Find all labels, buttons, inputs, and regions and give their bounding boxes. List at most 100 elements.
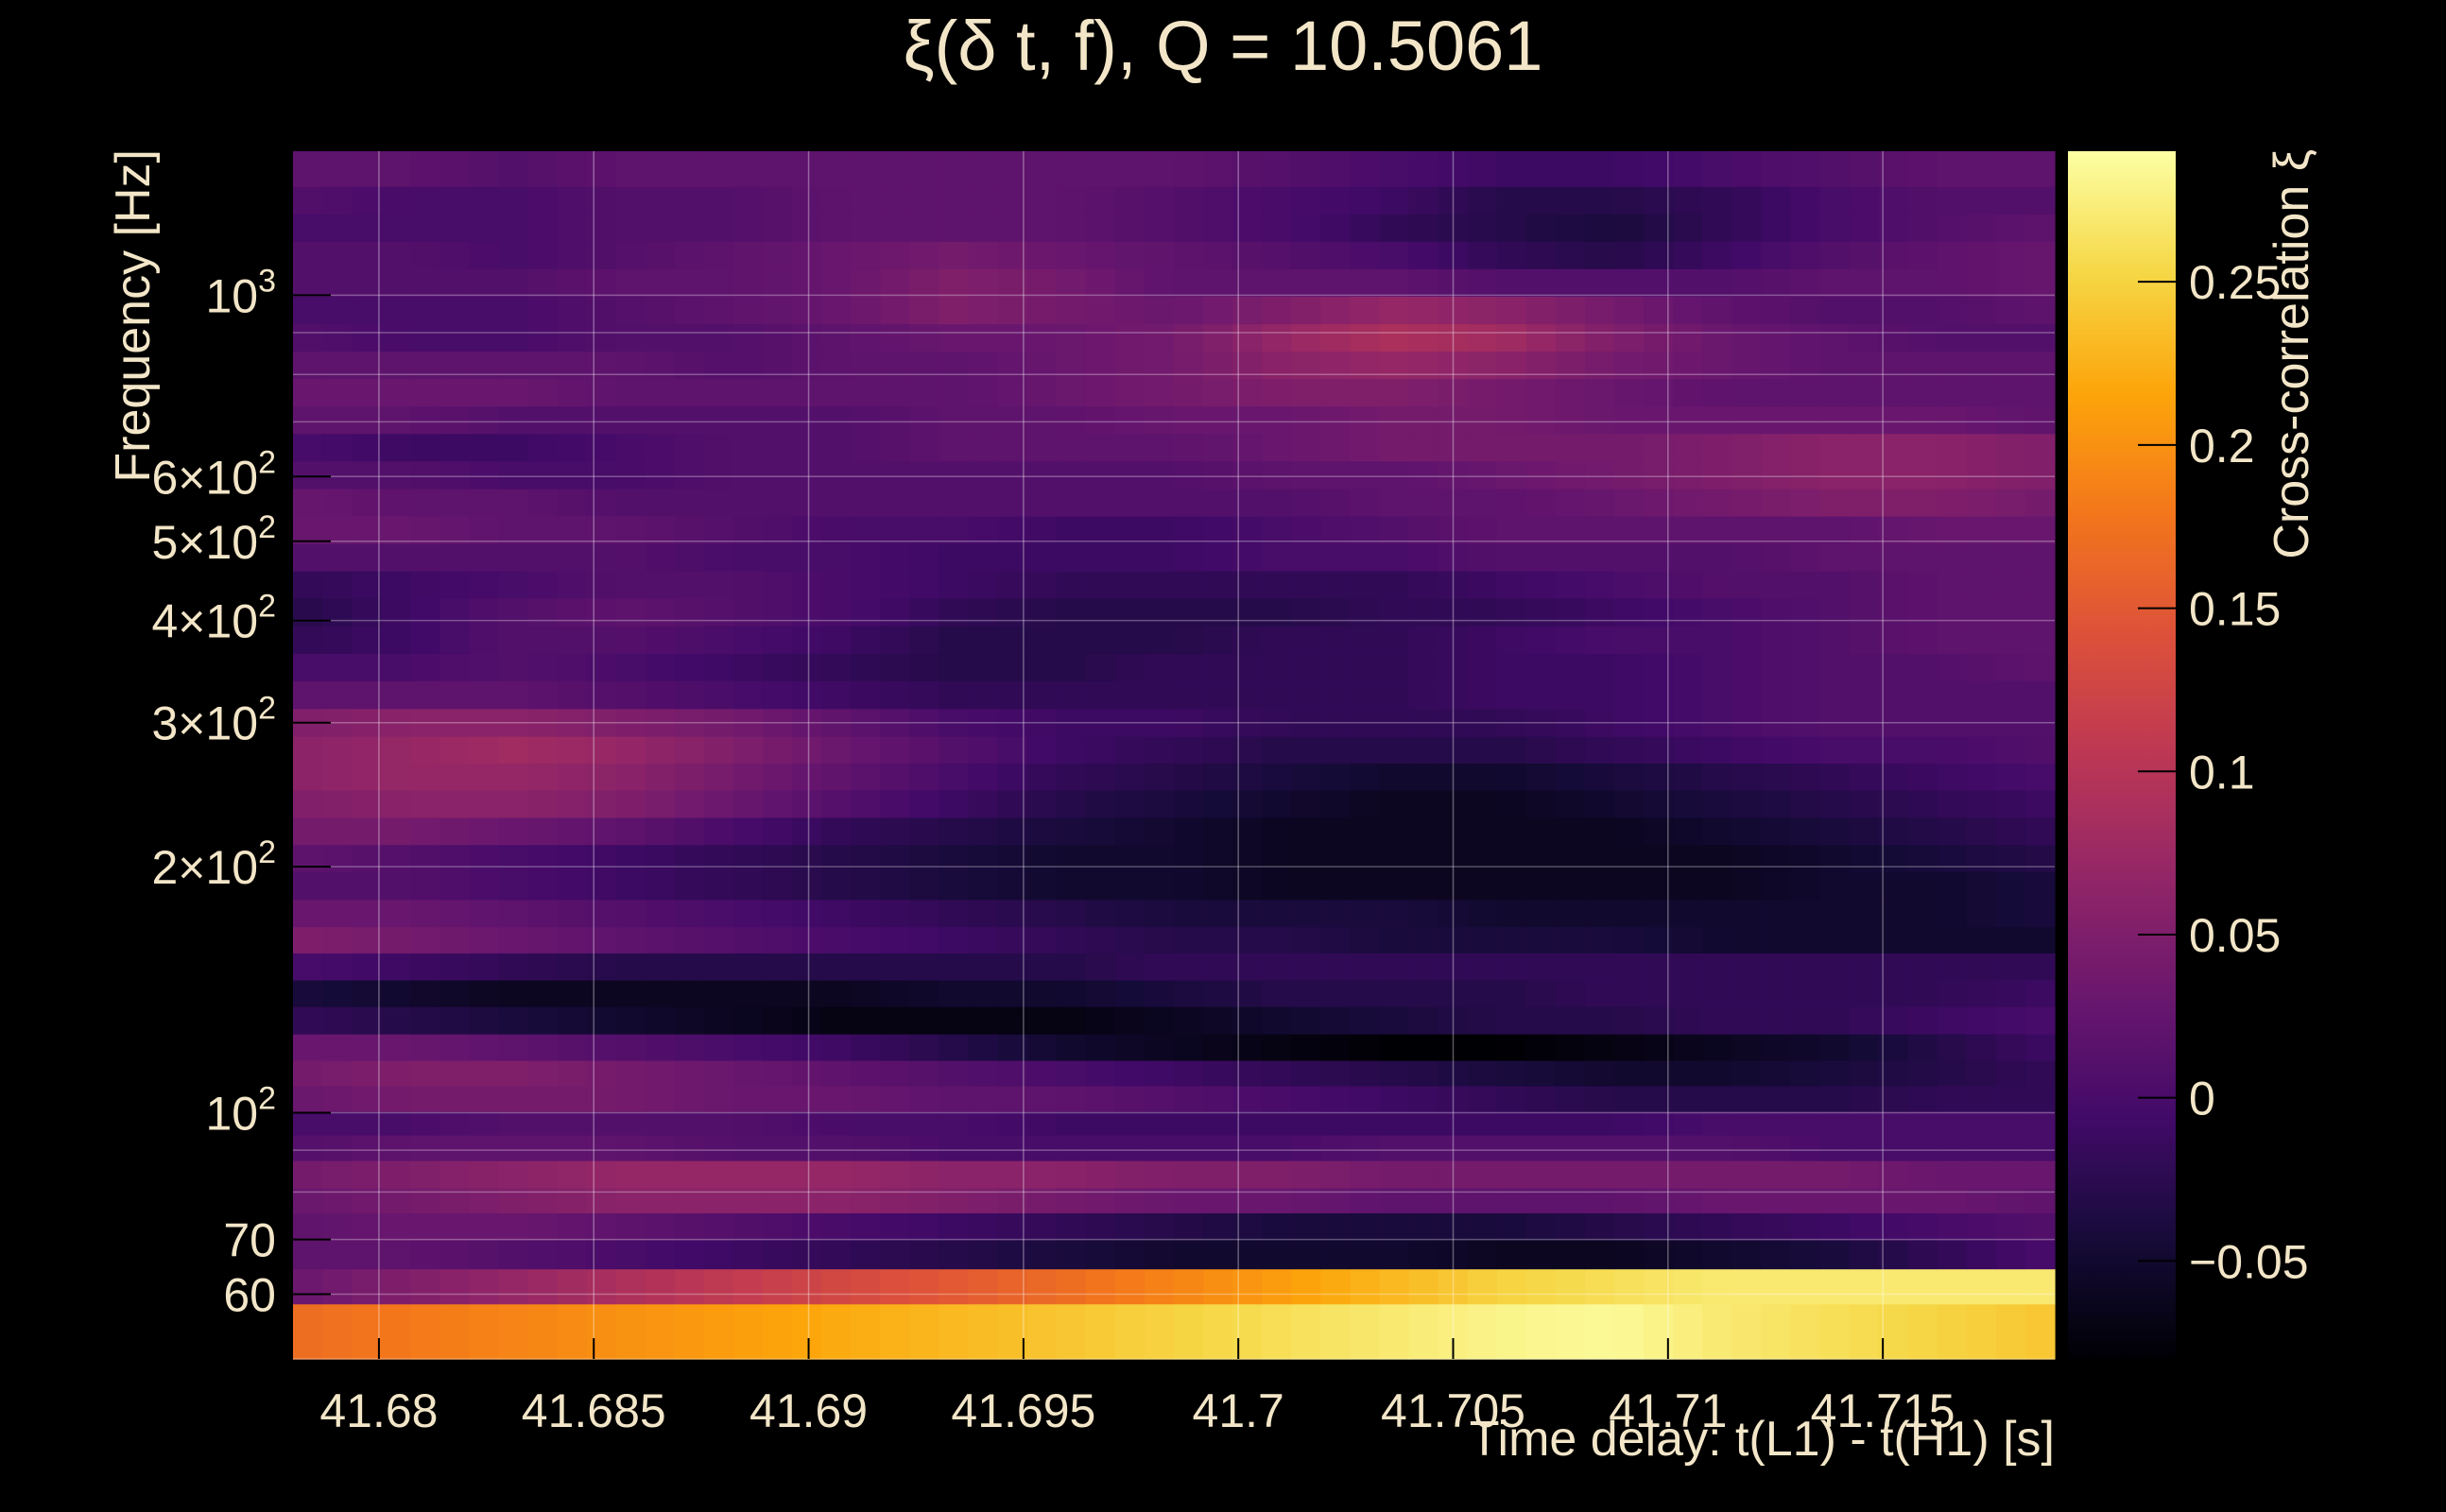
- heatmap-cell: [1584, 1160, 1615, 1189]
- heatmap-cell: [1790, 571, 1821, 599]
- heatmap-cell: [293, 460, 323, 490]
- heatmap-cell: [1790, 708, 1821, 737]
- heatmap-cell: [1056, 1187, 1087, 1213]
- heatmap-cell: [469, 1034, 500, 1061]
- heatmap-cell: [1644, 405, 1674, 435]
- heatmap-cell: [1731, 1110, 1762, 1136]
- heatmap-cell: [703, 268, 734, 297]
- heatmap-cell: [498, 844, 529, 872]
- heatmap-cell: [1702, 433, 1732, 462]
- heatmap-cell: [1026, 378, 1058, 407]
- heatmap-cell: [968, 460, 999, 490]
- heatmap-cell: [615, 405, 646, 435]
- heatmap-cell: [1673, 736, 1703, 764]
- heatmap-cell: [527, 460, 559, 490]
- heatmap-cell: [322, 1006, 353, 1035]
- heatmap-cell: [909, 1034, 940, 1061]
- heatmap-cell: [1966, 953, 1997, 981]
- heatmap-cell: [1673, 926, 1703, 954]
- heatmap-cell: [1584, 571, 1615, 599]
- heatmap-cell: [939, 899, 970, 928]
- heatmap-cell: [1525, 979, 1557, 1007]
- heatmap-cell: [1203, 1034, 1233, 1061]
- heatmap-cell: [1731, 816, 1762, 846]
- heatmap-cell: [293, 597, 323, 627]
- heatmap-cell: [703, 1006, 734, 1035]
- heatmap-cell: [527, 515, 559, 544]
- heatmap-cell: [293, 214, 323, 242]
- heatmap-cell: [763, 1034, 793, 1061]
- heatmap-cell: [1790, 816, 1821, 846]
- heatmap-cell: [498, 460, 529, 490]
- heatmap-cell: [1291, 268, 1321, 297]
- heatmap-cell: [703, 1110, 734, 1136]
- heatmap-cell: [645, 844, 676, 872]
- heatmap-cell: [1555, 542, 1586, 572]
- heatmap-cell: [1438, 736, 1469, 764]
- heatmap-cell: [498, 296, 529, 325]
- heatmap-cell: [469, 378, 500, 407]
- heatmap-cell: [909, 405, 940, 435]
- heatmap-cell: [1995, 1110, 2026, 1136]
- heatmap-cell: [1379, 1110, 1410, 1136]
- heatmap-cell: [674, 597, 705, 627]
- heatmap-cell: [1144, 405, 1175, 435]
- heatmap-cell: [939, 763, 970, 791]
- heatmap-cell: [1673, 186, 1703, 215]
- heatmap-cell: [1731, 378, 1762, 407]
- heatmap-cell: [1467, 571, 1498, 599]
- heatmap-cell: [1761, 268, 1791, 297]
- heatmap-cell: [851, 460, 881, 490]
- heatmap-cell: [1203, 626, 1233, 654]
- heatmap-cell: [1966, 1268, 1997, 1305]
- heatmap-cell: [381, 405, 411, 435]
- heatmap-cell: [1849, 214, 1880, 242]
- heatmap-cell: [997, 597, 1028, 627]
- heatmap-cell: [557, 1160, 588, 1189]
- heatmap-cell: [1026, 186, 1058, 215]
- heatmap-cell: [1056, 1060, 1087, 1087]
- heatmap-cell: [968, 1060, 999, 1087]
- heatmap-cell: [1438, 151, 1469, 187]
- heatmap-cell: [1966, 844, 1997, 872]
- heatmap-cell: [1056, 736, 1087, 764]
- heatmap-cell: [498, 816, 529, 846]
- heatmap-cell: [1525, 1160, 1557, 1189]
- heatmap-cell: [1731, 214, 1762, 242]
- heatmap-cell: [1438, 763, 1469, 791]
- heatmap-cell: [645, 1085, 676, 1112]
- heatmap-cell: [1408, 899, 1439, 928]
- heatmap-cell: [1379, 597, 1410, 627]
- heatmap-cell: [1995, 763, 2026, 791]
- colorbar-tick-label: −0.05: [2189, 1235, 2309, 1288]
- heatmap-cell: [1379, 653, 1410, 681]
- heatmap-cell: [1496, 789, 1527, 818]
- heatmap-cell: [939, 323, 970, 352]
- heatmap-cell: [1320, 186, 1351, 215]
- heatmap-cell: [322, 296, 353, 325]
- heatmap-cell: [1673, 268, 1703, 297]
- heatmap-cell: [645, 151, 676, 187]
- heatmap-cell: [1849, 323, 1880, 352]
- heatmap-cell: [968, 1134, 999, 1161]
- heatmap-cell: [733, 1303, 764, 1360]
- heatmap-cell: [1702, 1034, 1732, 1061]
- heatmap-cell: [1232, 899, 1263, 928]
- heatmap-cell: [1614, 953, 1645, 981]
- heatmap-cell: [1232, 214, 1263, 242]
- heatmap-cell: [293, 763, 323, 791]
- heatmap-cell: [1320, 571, 1351, 599]
- heatmap-cell: [997, 351, 1028, 380]
- heatmap-cell: [939, 789, 970, 818]
- heatmap-cell: [1262, 268, 1292, 297]
- heatmap-cell: [1467, 844, 1498, 872]
- heatmap-cell: [2024, 1085, 2056, 1112]
- heatmap-cell: [1819, 488, 1851, 517]
- heatmap-cell: [763, 515, 793, 544]
- heatmap-cell: [1761, 151, 1791, 187]
- heatmap-cell: [1056, 571, 1087, 599]
- heatmap-cell: [1496, 460, 1527, 490]
- heatmap-cell: [733, 1268, 764, 1305]
- heatmap-cell: [1614, 844, 1645, 872]
- heatmap-cell: [1262, 680, 1292, 710]
